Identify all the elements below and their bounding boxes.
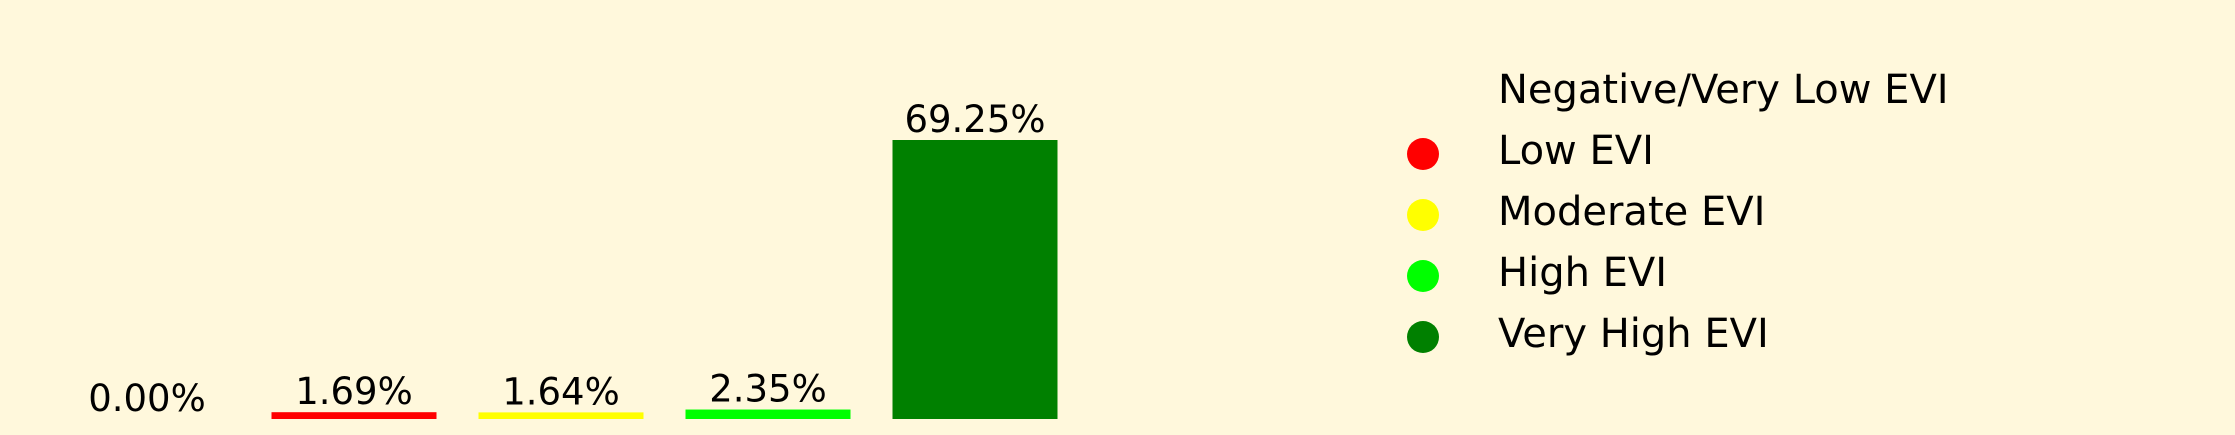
bar-value-labels-group: 0.00% 1.69% 1.64% 2.35% 69.25% — [88, 98, 1045, 420]
bar-4 — [685, 409, 851, 419]
legend-label-5: Very High EVI — [1498, 311, 1769, 357]
legend-item-1: Negative/Very Low EVI — [1407, 67, 1949, 113]
legend-label-3: Moderate EVI — [1498, 189, 1765, 235]
legend-marker-3 — [1407, 199, 1439, 231]
legend: Negative/Very Low EVI Low EVI Moderate EVI… — [1407, 67, 1949, 357]
legend-marker-2 — [1407, 138, 1439, 170]
legend-item-5: Very High EVI — [1407, 311, 1769, 357]
legend-item-4: High EVI — [1407, 250, 1667, 296]
legend-label-1: Negative/Very Low EVI — [1498, 67, 1949, 113]
legend-item-2: Low EVI — [1407, 128, 1654, 174]
legend-label-4: High EVI — [1498, 250, 1667, 296]
legend-marker-4 — [1407, 260, 1439, 292]
bar-value-label-3: 1.64% — [502, 370, 620, 413]
bar-2 — [271, 412, 437, 419]
bar-value-label-2: 1.69% — [295, 370, 413, 413]
bar-value-label-5: 69.25% — [904, 98, 1045, 141]
legend-marker-1 — [1407, 77, 1439, 109]
bar-value-label-4: 2.35% — [709, 368, 827, 411]
bar-3 — [478, 412, 644, 419]
bars-group — [271, 140, 1058, 419]
bar-5 — [892, 140, 1058, 419]
legend-item-3: Moderate EVI — [1407, 189, 1765, 235]
bar-value-label-1: 0.00% — [88, 377, 206, 420]
legend-marker-5 — [1407, 321, 1439, 353]
legend-label-2: Low EVI — [1498, 128, 1654, 174]
